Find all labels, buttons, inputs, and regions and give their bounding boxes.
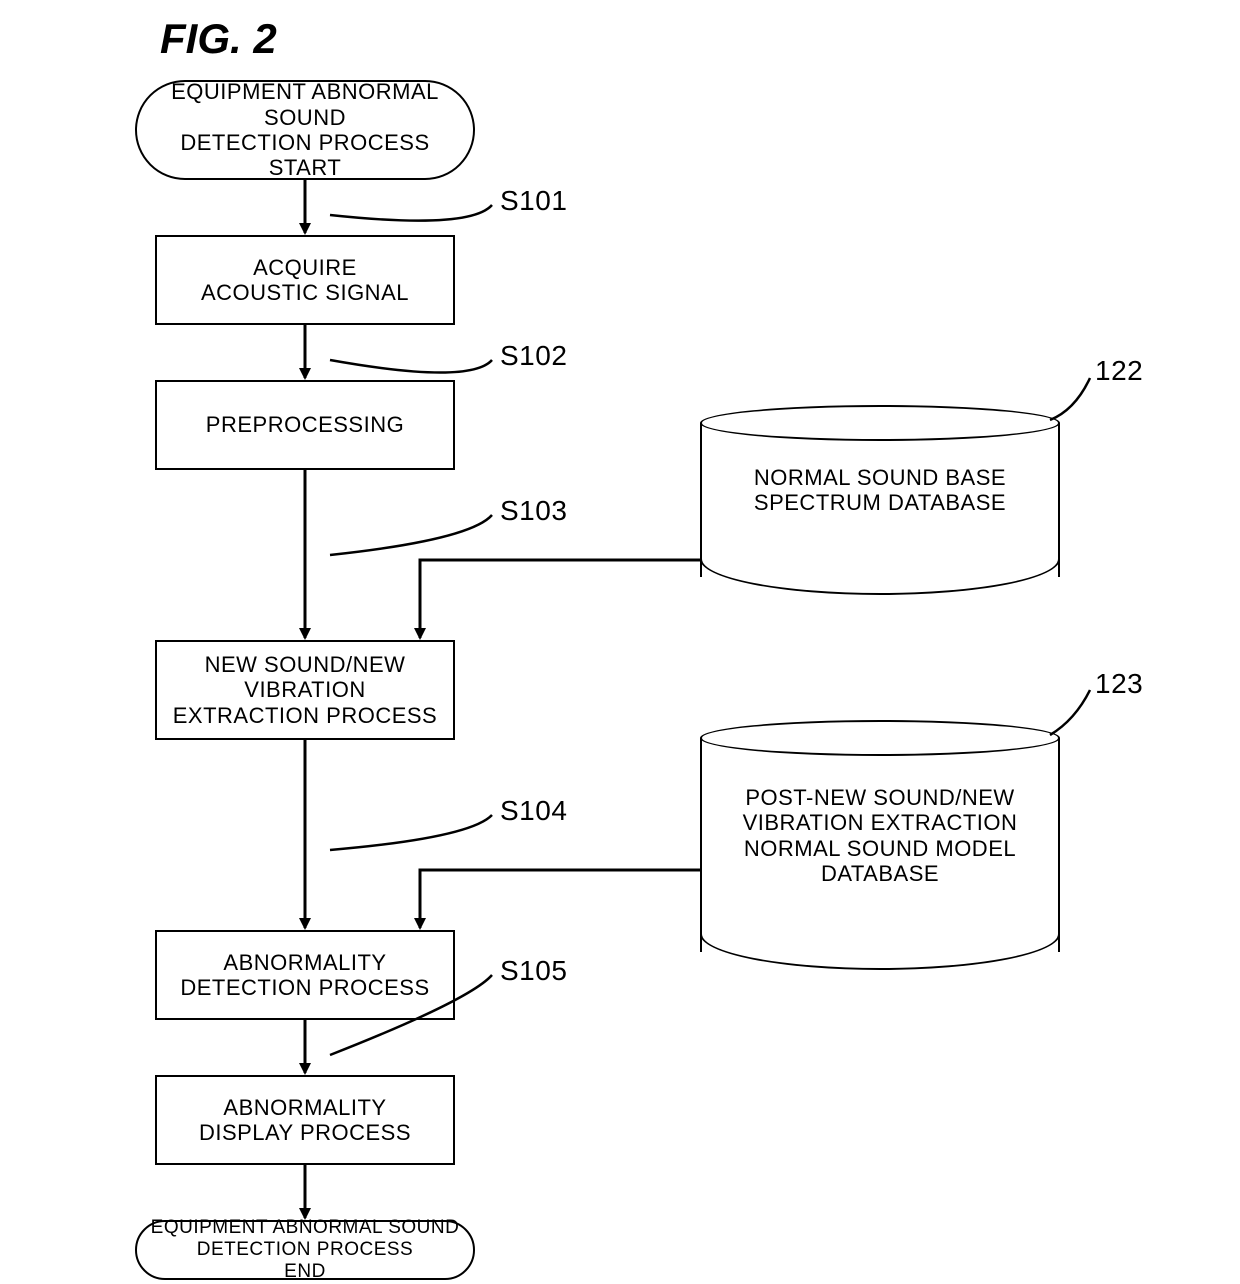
node-end-label: EQUIPMENT ABNORMAL SOUNDDETECTION PROCES… (151, 1217, 460, 1283)
step-label-s101: S101 (500, 185, 567, 217)
db-label-123: 123 (1095, 668, 1143, 700)
node-s105-label: ABNORMALITYDISPLAY PROCESS (199, 1095, 411, 1146)
node-s102: PREPROCESSING (155, 380, 455, 470)
step-label-s103: S103 (500, 495, 567, 527)
connector-db122-s103 (420, 560, 700, 638)
step-label-s102: S102 (500, 340, 567, 372)
db-122-top (700, 405, 1060, 441)
db-123-text: POST-NEW SOUND/NEWVIBRATION EXTRACTIONNO… (700, 785, 1060, 886)
db-122-bottom (700, 559, 1060, 595)
db-122-text: NORMAL SOUND BASESPECTRUM DATABASE (700, 465, 1060, 516)
node-end: EQUIPMENT ABNORMAL SOUNDDETECTION PROCES… (135, 1220, 475, 1280)
node-s104-label: ABNORMALITYDETECTION PROCESS (180, 950, 429, 1001)
connector-db123-s104 (420, 870, 700, 928)
node-s103-label: NEW SOUND/NEW VIBRATIONEXTRACTION PROCES… (157, 652, 453, 728)
node-s102-label: PREPROCESSING (206, 412, 404, 437)
db-123-bottom (700, 934, 1060, 970)
node-s104: ABNORMALITYDETECTION PROCESS (155, 930, 455, 1020)
db-123: POST-NEW SOUND/NEWVIBRATION EXTRACTIONNO… (700, 720, 1060, 970)
db-123-top (700, 720, 1060, 756)
step-label-s104: S104 (500, 795, 567, 827)
node-s105: ABNORMALITYDISPLAY PROCESS (155, 1075, 455, 1165)
figure-title: FIG. 2 (160, 15, 277, 63)
leader-s102 (330, 360, 492, 373)
leader-s104 (330, 815, 492, 850)
leader-s103 (330, 515, 492, 555)
db-label-122: 122 (1095, 355, 1143, 387)
node-s101: ACQUIREACOUSTIC SIGNAL (155, 235, 455, 325)
step-label-s105: S105 (500, 955, 567, 987)
node-s101-label: ACQUIREACOUSTIC SIGNAL (201, 255, 409, 306)
node-s103: NEW SOUND/NEW VIBRATIONEXTRACTION PROCES… (155, 640, 455, 740)
node-start-label: EQUIPMENT ABNORMAL SOUNDDETECTION PROCES… (137, 79, 473, 180)
db-122: NORMAL SOUND BASESPECTRUM DATABASE (700, 405, 1060, 595)
leader-s101 (330, 205, 492, 221)
node-start: EQUIPMENT ABNORMAL SOUNDDETECTION PROCES… (135, 80, 475, 180)
